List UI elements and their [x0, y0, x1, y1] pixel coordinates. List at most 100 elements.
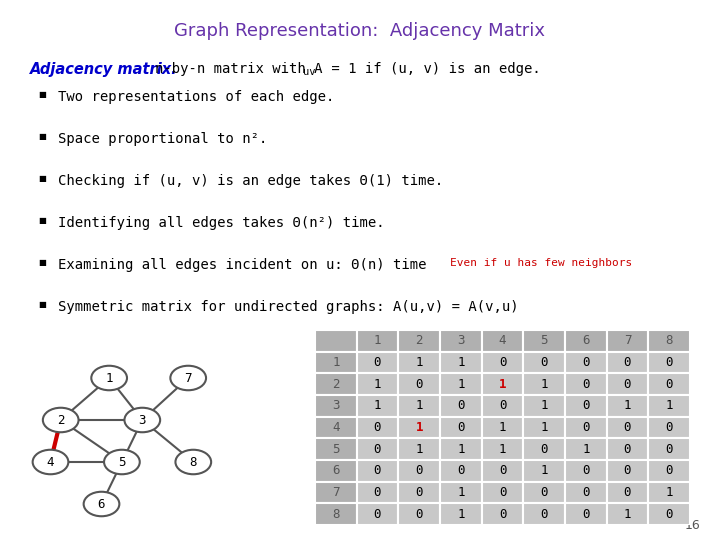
- Bar: [482, 438, 523, 460]
- Bar: [523, 373, 565, 395]
- Text: 0: 0: [374, 508, 382, 521]
- Text: 0: 0: [457, 464, 464, 477]
- Text: 0: 0: [415, 508, 423, 521]
- Text: 7: 7: [624, 334, 631, 347]
- Text: 1: 1: [582, 443, 590, 456]
- Circle shape: [176, 450, 211, 474]
- Bar: [648, 373, 690, 395]
- Text: 7: 7: [184, 372, 192, 384]
- Bar: [315, 482, 356, 503]
- Text: = 1 if (u, v) is an edge.: = 1 if (u, v) is an edge.: [323, 62, 541, 76]
- Text: 6: 6: [332, 464, 340, 477]
- Bar: [315, 503, 356, 525]
- Bar: [607, 395, 648, 417]
- Circle shape: [32, 450, 68, 474]
- Text: ■: ■: [38, 216, 46, 225]
- Bar: [398, 395, 440, 417]
- Text: Space proportional to n².: Space proportional to n².: [58, 132, 267, 146]
- Text: Graph Representation:  Adjacency Matrix: Graph Representation: Adjacency Matrix: [174, 22, 546, 40]
- Text: ■: ■: [38, 90, 46, 99]
- Bar: [315, 417, 356, 438]
- Bar: [482, 460, 523, 482]
- Text: 0: 0: [374, 421, 382, 434]
- Bar: [356, 395, 398, 417]
- Text: 0: 0: [499, 356, 506, 369]
- Text: 0: 0: [415, 464, 423, 477]
- Text: 0: 0: [499, 464, 506, 477]
- Bar: [398, 352, 440, 373]
- Text: 0: 0: [415, 486, 423, 499]
- Bar: [356, 460, 398, 482]
- Text: 0: 0: [457, 400, 464, 413]
- Text: 0: 0: [624, 443, 631, 456]
- Bar: [565, 352, 607, 373]
- Text: 0: 0: [665, 421, 673, 434]
- Bar: [398, 460, 440, 482]
- Text: 1: 1: [415, 356, 423, 369]
- Bar: [482, 330, 523, 352]
- Bar: [482, 482, 523, 503]
- Bar: [356, 373, 398, 395]
- Bar: [440, 417, 482, 438]
- Text: 0: 0: [624, 486, 631, 499]
- Text: 3: 3: [332, 400, 340, 413]
- Text: 0: 0: [541, 508, 548, 521]
- Text: 0: 0: [541, 443, 548, 456]
- Bar: [315, 373, 356, 395]
- Bar: [565, 395, 607, 417]
- Text: 0: 0: [541, 356, 548, 369]
- Text: 8: 8: [665, 334, 673, 347]
- Bar: [648, 352, 690, 373]
- Text: 0: 0: [499, 508, 506, 521]
- Bar: [607, 438, 648, 460]
- Text: 2: 2: [332, 377, 340, 390]
- Bar: [482, 417, 523, 438]
- Text: 0: 0: [665, 508, 673, 521]
- Text: 6: 6: [98, 497, 105, 510]
- Bar: [523, 438, 565, 460]
- Bar: [648, 503, 690, 525]
- Text: 1: 1: [541, 421, 548, 434]
- Bar: [607, 417, 648, 438]
- Bar: [440, 460, 482, 482]
- Text: 1: 1: [374, 400, 382, 413]
- Bar: [523, 395, 565, 417]
- Text: 16: 16: [684, 519, 700, 532]
- Text: 0: 0: [582, 400, 590, 413]
- Text: 0: 0: [374, 443, 382, 456]
- Bar: [648, 395, 690, 417]
- Bar: [607, 460, 648, 482]
- Circle shape: [171, 366, 206, 390]
- Bar: [648, 482, 690, 503]
- Text: 5: 5: [541, 334, 548, 347]
- Text: 0: 0: [665, 464, 673, 477]
- Text: 1: 1: [415, 443, 423, 456]
- Text: 1: 1: [374, 377, 382, 390]
- Text: 0: 0: [624, 377, 631, 390]
- Bar: [648, 438, 690, 460]
- Text: 2: 2: [57, 414, 65, 427]
- Text: 0: 0: [582, 464, 590, 477]
- Bar: [398, 417, 440, 438]
- Bar: [398, 503, 440, 525]
- Bar: [315, 438, 356, 460]
- Bar: [482, 503, 523, 525]
- Text: 1: 1: [624, 400, 631, 413]
- Text: 1: 1: [665, 486, 673, 499]
- Bar: [523, 482, 565, 503]
- Bar: [565, 330, 607, 352]
- Bar: [440, 373, 482, 395]
- Circle shape: [43, 408, 78, 432]
- Text: 0: 0: [499, 486, 506, 499]
- Text: 0: 0: [582, 421, 590, 434]
- Bar: [440, 503, 482, 525]
- Bar: [565, 460, 607, 482]
- Circle shape: [84, 492, 120, 516]
- Text: 5: 5: [332, 443, 340, 456]
- Bar: [565, 373, 607, 395]
- Text: 0: 0: [374, 356, 382, 369]
- Bar: [440, 352, 482, 373]
- Bar: [565, 503, 607, 525]
- Text: ■: ■: [38, 300, 46, 309]
- Bar: [523, 417, 565, 438]
